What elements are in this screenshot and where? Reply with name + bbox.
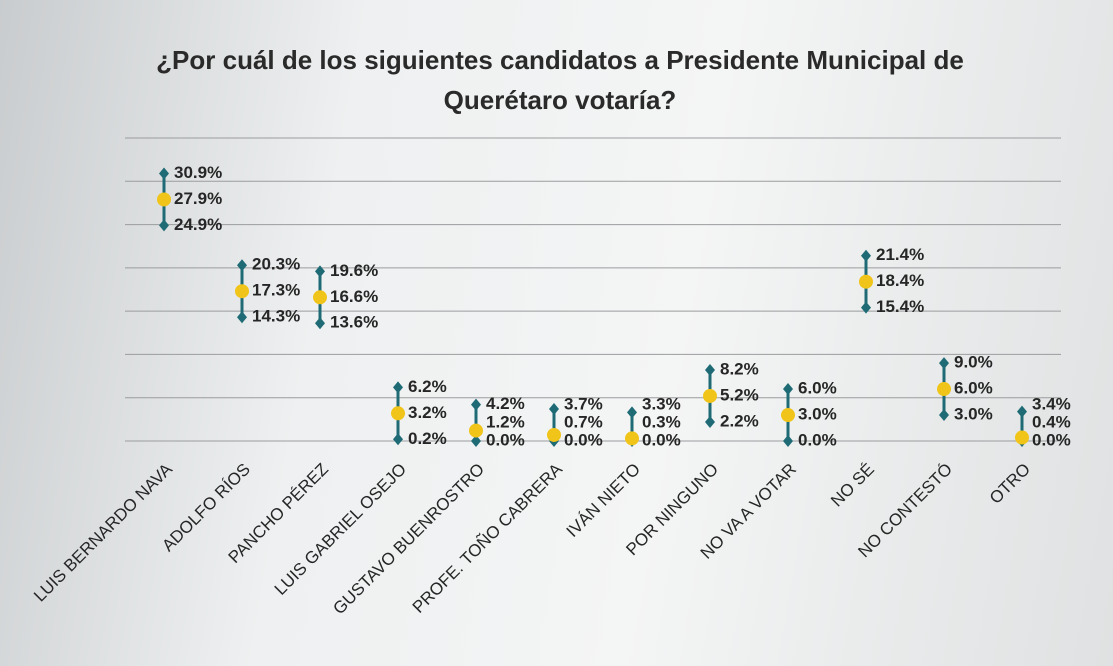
error-cap [861, 249, 871, 262]
error-cap [1017, 405, 1027, 418]
value-label: 0.4% [1032, 412, 1071, 431]
error-cap [939, 357, 949, 370]
value-label: 17.3% [252, 281, 300, 300]
value-label: 0.0% [642, 430, 681, 449]
value-label: 15.4% [876, 297, 924, 316]
error-cap [393, 381, 403, 394]
value-label: 0.7% [564, 412, 603, 431]
point-estimate [157, 192, 171, 207]
point-estimate [547, 427, 561, 442]
value-label: 4.2% [486, 394, 525, 413]
x-tick-label: NO SÉ [827, 460, 878, 511]
error-cap [549, 402, 559, 415]
x-tick-label: OTRO [986, 460, 1034, 508]
point-estimate [781, 408, 795, 423]
error-cap [705, 364, 715, 377]
value-label: 3.3% [642, 394, 681, 413]
error-cap [159, 219, 169, 232]
value-label: 16.6% [330, 287, 378, 306]
point-estimate [859, 274, 873, 289]
value-label: 20.3% [252, 255, 300, 274]
error-cap [861, 301, 871, 314]
point-estimate [469, 423, 483, 438]
error-cap [159, 167, 169, 180]
x-tick-label: GUSTAVO BUENROSTRO [329, 460, 488, 619]
value-label: 27.9% [174, 189, 222, 208]
value-label: 5.2% [720, 385, 759, 404]
value-label: 6.2% [408, 377, 447, 396]
point-estimate [937, 382, 951, 397]
value-label: 21.4% [876, 245, 924, 264]
point-estimate [235, 284, 249, 299]
error-cap [627, 406, 637, 419]
x-tick-label: IVÁN NIETO [563, 460, 644, 541]
value-label: 3.0% [798, 405, 837, 424]
value-label: 24.9% [174, 215, 222, 234]
x-tick-label: PROFE. TOÑO CABRERA [409, 459, 567, 617]
value-label: 3.2% [408, 403, 447, 422]
error-cap [783, 435, 793, 447]
value-label: 18.4% [876, 271, 924, 290]
value-label: 1.2% [486, 412, 525, 431]
error-cap [471, 435, 481, 447]
point-estimate [1015, 430, 1029, 445]
value-label: 0.2% [408, 429, 447, 448]
chart-title: ¿Por cuál de los siguientes candidatos a… [156, 45, 964, 115]
value-label: 6.0% [954, 379, 993, 398]
value-label: 0.0% [1032, 430, 1071, 449]
error-cap [315, 265, 325, 278]
value-label: 0.0% [564, 430, 603, 449]
error-cap [315, 317, 325, 330]
error-cap [237, 259, 247, 272]
value-label: 0.3% [642, 412, 681, 431]
error-cap [237, 311, 247, 324]
value-label: 9.0% [954, 353, 993, 372]
point-estimate [391, 406, 405, 421]
error-cap [471, 398, 481, 411]
value-label: 0.0% [486, 430, 525, 449]
value-label: 2.2% [720, 411, 759, 430]
error-cap [783, 383, 793, 396]
value-label: 30.9% [174, 163, 222, 182]
error-cap [393, 433, 403, 446]
point-estimate [703, 388, 717, 403]
point-estimate [625, 431, 639, 446]
value-label: 3.4% [1032, 394, 1071, 413]
x-tick-label: LUIS GABRIEL OSEJO [271, 460, 410, 599]
value-label: 6.0% [798, 379, 837, 398]
value-label: 8.2% [720, 359, 759, 378]
value-label: 3.7% [564, 394, 603, 413]
value-label: 3.0% [954, 405, 993, 424]
value-label: 19.6% [330, 261, 378, 280]
value-label: 13.6% [330, 313, 378, 332]
error-cap [939, 409, 949, 422]
x-tick-label: LUIS BERNARDO NAVA [30, 459, 176, 605]
point-estimate [313, 290, 327, 305]
error-cap [705, 415, 715, 428]
value-label: 0.0% [798, 430, 837, 449]
value-label: 14.3% [252, 307, 300, 326]
